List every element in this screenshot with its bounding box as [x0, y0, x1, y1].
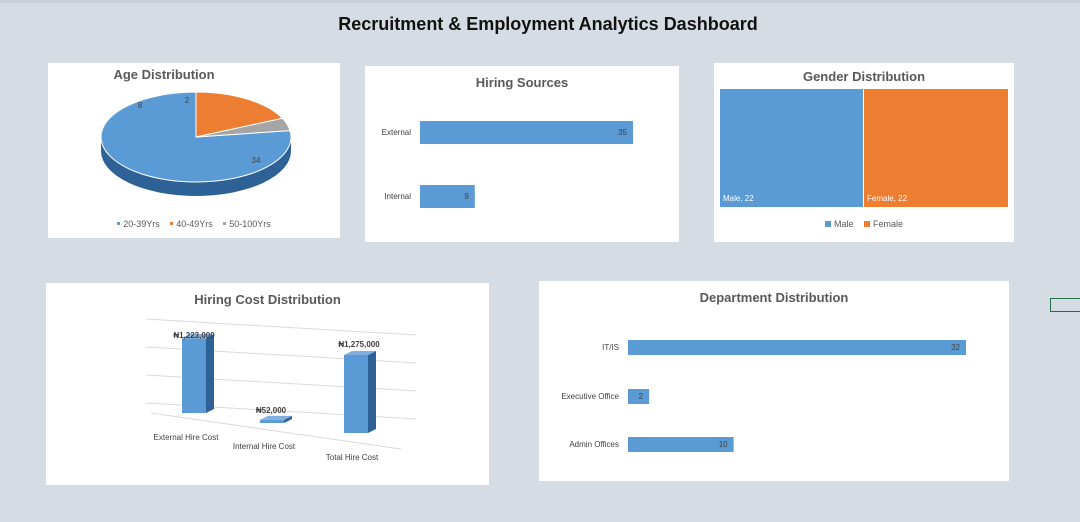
- cost-data-label: ₦1,275,000: [338, 340, 380, 349]
- cost-category-label: Internal Hire Cost: [233, 442, 296, 451]
- gender-tile-male: [720, 89, 863, 207]
- gender-chart-title: Gender Distribution: [802, 69, 926, 84]
- dept-category-label: Admin Offices: [569, 440, 619, 449]
- dept-data-label: 2: [639, 392, 644, 401]
- dashboard-title: Recruitment & Employment Analytics Dashb…: [338, 14, 758, 34]
- dept-data-label: 32: [951, 343, 960, 352]
- age-pie-svg: 34 8 2: [100, 91, 292, 196]
- sources-category-label: External: [382, 128, 412, 137]
- cost-bar-side: [284, 415, 292, 423]
- age-distribution-chart[interactable]: Age Distribution 34 8 2 20-39Yrs 40-49Yrs …: [48, 63, 340, 238]
- gender-distribution-chart[interactable]: Gender Distribution Male, 22 Female, 22 M…: [714, 63, 1014, 242]
- cost-bar-top: [260, 415, 292, 420]
- cost-bar-1: [182, 338, 206, 413]
- gender-data-label: Male, 22: [723, 194, 754, 203]
- dept-category-label: IT/IS: [602, 343, 619, 352]
- dept-data-label: 10: [719, 440, 728, 449]
- sources-bar-svg: External 35 Internal 9: [382, 121, 633, 208]
- cost-bar-side: [206, 334, 214, 413]
- dept-bar-2: [628, 389, 650, 404]
- gender-treemap-svg: Male, 22 Female, 22: [720, 89, 1008, 207]
- cost-data-label: ₦52,000: [256, 406, 287, 415]
- dept-bar-3: [628, 437, 734, 452]
- age-data-label-1: 34: [252, 156, 261, 165]
- cost-floor-line: [150, 412, 402, 450]
- gender-tile-female: [864, 89, 1008, 207]
- dept-category-label: Executive Office: [561, 392, 619, 401]
- hiring-cost-chart[interactable]: Hiring Cost Distribution ₦1,223,000 ₦52,0…: [46, 283, 489, 485]
- cost-bar-side: [368, 351, 376, 433]
- sources-bar-internal: [420, 185, 475, 208]
- age-data-label-2: 8: [138, 101, 143, 110]
- cost-bar-top: [182, 334, 214, 339]
- dept-bar-1: [628, 340, 966, 355]
- age-slice-3: [195, 117, 291, 138]
- cost-bar-top: [344, 351, 376, 355]
- sources-category-label: Internal: [384, 192, 411, 201]
- cost-chart-title: Hiring Cost Distribution: [194, 292, 341, 307]
- cost-bar-2: [260, 419, 284, 423]
- department-distribution-chart[interactable]: Department Distribution IT/IS 32 Executive…: [539, 281, 1009, 481]
- cost-category-label: External Hire Cost: [154, 433, 220, 442]
- sources-bar-external: [420, 121, 633, 144]
- age-legend-item-1: 20-39Yrs: [117, 219, 160, 229]
- cost-gridline: [145, 318, 417, 336]
- top-border: [0, 0, 1080, 3]
- age-chart-title: Age Distribution: [113, 67, 215, 82]
- dept-bar-svg: IT/IS 32 Executive Office 2 Admin Offices 10: [561, 340, 966, 452]
- age-legend-item-2: 40-49Yrs: [170, 219, 213, 229]
- gender-legend: Male Female: [714, 219, 1014, 229]
- sources-data-label: 35: [618, 128, 627, 137]
- age-slice-side: [101, 137, 291, 196]
- age-slice-1: [100, 91, 292, 183]
- dept-chart-title: Department Distribution: [699, 290, 849, 305]
- gender-legend-item-female: Female: [864, 219, 903, 229]
- age-legend-item-3: 50-100Yrs: [223, 219, 271, 229]
- cost-bar-svg: ₦1,223,000 ₦52,000 ₦1,275,000 External Hire…: [145, 318, 417, 462]
- selected-cell[interactable]: [1050, 298, 1080, 312]
- age-legend: 20-39Yrs 40-49Yrs 50-100Yrs: [48, 219, 340, 229]
- cost-data-label: ₦1,223,000: [173, 331, 215, 340]
- gender-data-label: Female, 22: [867, 194, 908, 203]
- cost-bar-3: [344, 355, 368, 433]
- gender-legend-item-male: Male: [824, 219, 853, 229]
- cost-category-label: Total Hire Cost: [326, 453, 379, 462]
- hiring-sources-chart[interactable]: Hiring Sources External 35 Internal 9: [365, 66, 679, 242]
- age-data-label-3: 2: [185, 96, 190, 105]
- age-slice-2: [195, 91, 284, 138]
- sources-chart-title: Hiring Sources: [475, 75, 569, 90]
- sources-data-label: 9: [464, 192, 469, 201]
